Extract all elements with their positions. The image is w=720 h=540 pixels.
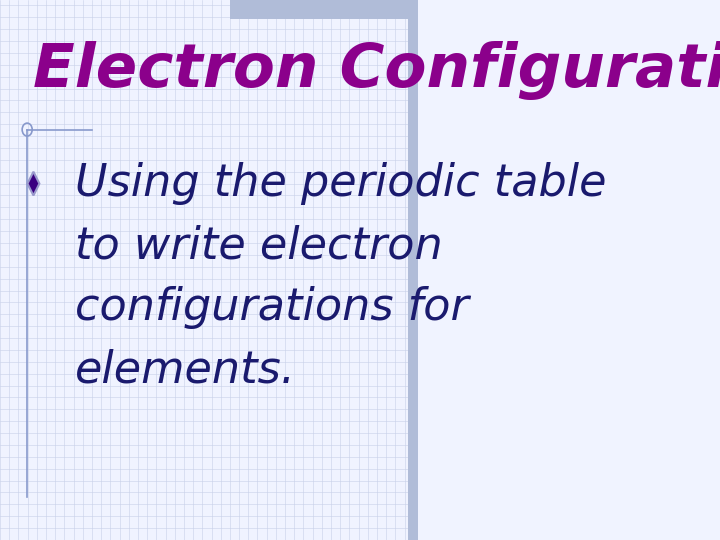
Text: Electron Configurations: Electron Configurations [33,40,720,100]
Polygon shape [27,172,40,195]
Text: to write electron: to write electron [75,224,443,267]
Bar [408,0,418,540]
Bar [230,0,418,19]
Text: elements.: elements. [75,348,296,392]
Text: configurations for: configurations for [75,286,469,329]
Text: Using the periodic table: Using the periodic table [75,162,607,205]
